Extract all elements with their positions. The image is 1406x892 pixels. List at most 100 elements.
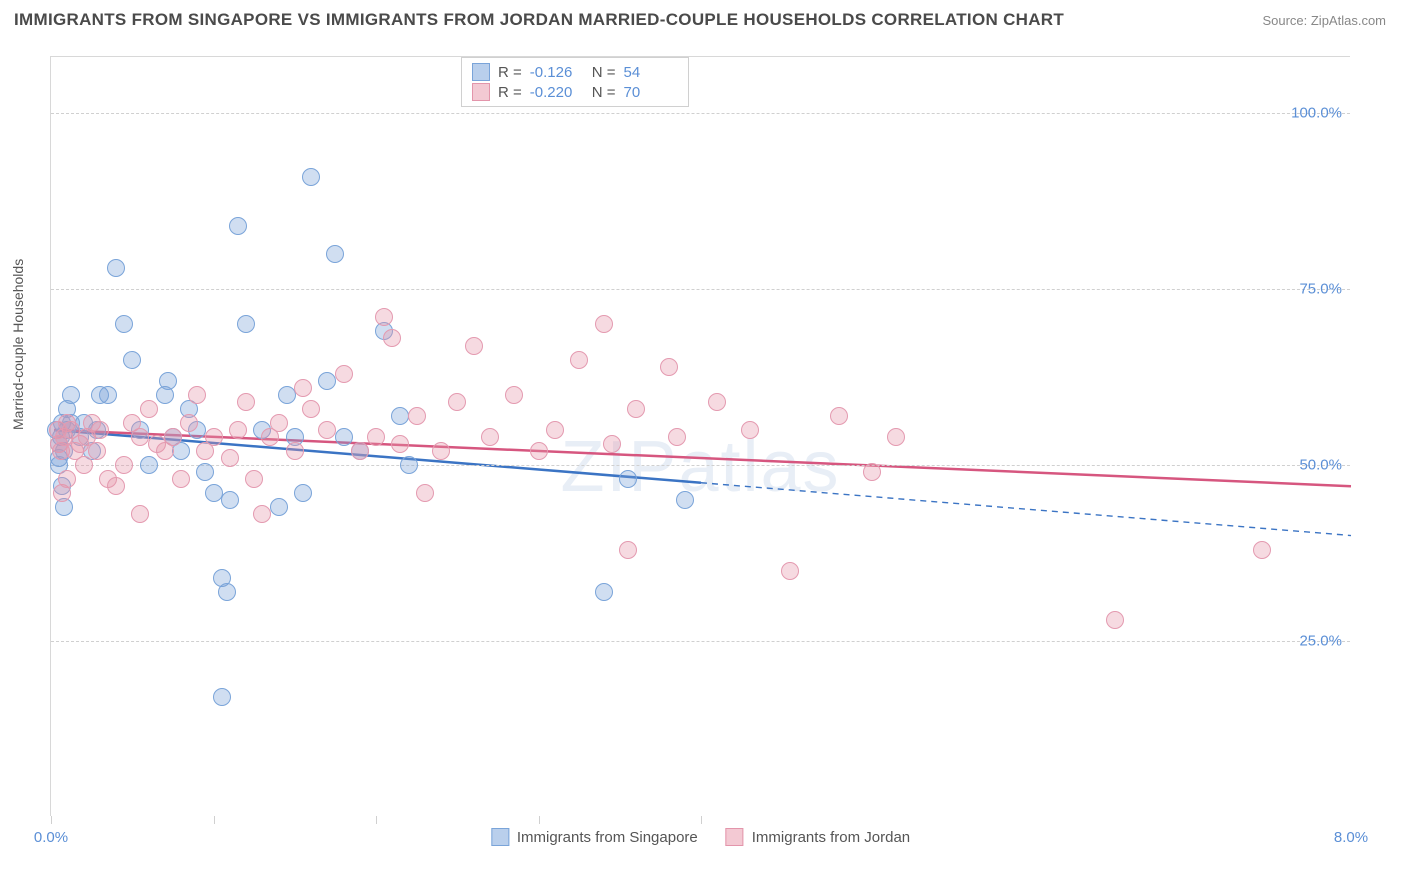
data-point	[164, 428, 182, 446]
data-point	[335, 428, 353, 446]
r-label: R =	[498, 84, 522, 101]
y-tick-label: 100.0%	[1291, 105, 1342, 122]
data-point	[107, 477, 125, 495]
data-point	[367, 428, 385, 446]
data-point	[294, 484, 312, 502]
data-point	[351, 442, 369, 460]
data-point	[131, 505, 149, 523]
data-point	[91, 421, 109, 439]
data-point	[530, 442, 548, 460]
data-point	[140, 456, 158, 474]
swatch-jordan	[472, 83, 490, 101]
swatch-jordan	[726, 828, 744, 846]
x-tick	[701, 816, 702, 824]
gridline	[51, 289, 1350, 290]
y-tick-label: 75.0%	[1299, 281, 1342, 298]
data-point	[400, 456, 418, 474]
data-point	[741, 421, 759, 439]
data-point	[237, 393, 255, 411]
data-point	[318, 421, 336, 439]
data-point	[221, 491, 239, 509]
chart-title: IMMIGRANTS FROM SINGAPORE VS IMMIGRANTS …	[14, 10, 1064, 30]
data-point	[335, 365, 353, 383]
n-value-jordan: 70	[624, 84, 678, 101]
x-tick-label: 8.0%	[1334, 829, 1368, 846]
data-point	[302, 168, 320, 186]
data-point	[619, 470, 637, 488]
x-tick-label: 0.0%	[34, 829, 68, 846]
data-point	[115, 456, 133, 474]
data-point	[286, 442, 304, 460]
data-point	[375, 308, 393, 326]
x-tick	[539, 816, 540, 824]
data-point	[432, 442, 450, 460]
chart-plot-area: ZIPatlas R = -0.126 N = 54 R = -0.220 N …	[50, 56, 1350, 816]
data-point	[887, 428, 905, 446]
data-point	[391, 435, 409, 453]
x-tick	[376, 816, 377, 824]
series-legend: Immigrants from Singapore Immigrants fro…	[491, 828, 910, 846]
r-label: R =	[498, 64, 522, 81]
data-point	[505, 386, 523, 404]
data-point	[123, 351, 141, 369]
y-tick-label: 25.0%	[1299, 633, 1342, 650]
y-tick-label: 50.0%	[1299, 457, 1342, 474]
data-point	[99, 386, 117, 404]
data-point	[383, 329, 401, 347]
data-point	[75, 456, 93, 474]
swatch-singapore	[491, 828, 509, 846]
n-label: N =	[592, 64, 616, 81]
data-point	[408, 407, 426, 425]
data-point	[229, 421, 247, 439]
data-point	[218, 583, 236, 601]
data-point	[570, 351, 588, 369]
x-tick	[51, 816, 52, 824]
data-point	[88, 442, 106, 460]
r-value-jordan: -0.220	[530, 84, 584, 101]
data-point	[221, 449, 239, 467]
data-point	[140, 400, 158, 418]
data-point	[180, 414, 198, 432]
source-attribution: Source: ZipAtlas.com	[1262, 13, 1386, 28]
n-value-singapore: 54	[624, 64, 678, 81]
data-point	[546, 421, 564, 439]
data-point	[781, 562, 799, 580]
data-point	[1106, 611, 1124, 629]
data-point	[595, 583, 613, 601]
data-point	[603, 435, 621, 453]
chart-svg	[51, 57, 1350, 816]
data-point	[708, 393, 726, 411]
data-point	[619, 541, 637, 559]
data-point	[115, 315, 133, 333]
x-tick	[214, 816, 215, 824]
data-point	[676, 491, 694, 509]
legend-label-jordan: Immigrants from Jordan	[752, 829, 910, 846]
data-point	[253, 505, 271, 523]
data-point	[172, 470, 190, 488]
data-point	[62, 386, 80, 404]
data-point	[294, 379, 312, 397]
data-point	[270, 498, 288, 516]
legend-item-jordan: Immigrants from Jordan	[726, 828, 910, 846]
legend-label-singapore: Immigrants from Singapore	[517, 829, 698, 846]
swatch-singapore	[472, 63, 490, 81]
data-point	[595, 315, 613, 333]
data-point	[416, 484, 434, 502]
data-point	[1253, 541, 1271, 559]
data-point	[302, 400, 320, 418]
data-point	[627, 400, 645, 418]
data-point	[270, 414, 288, 432]
data-point	[237, 315, 255, 333]
correlation-legend: R = -0.126 N = 54 R = -0.220 N = 70	[461, 57, 689, 107]
data-point	[213, 688, 231, 706]
data-point	[830, 407, 848, 425]
data-point	[159, 372, 177, 390]
data-point	[58, 470, 76, 488]
data-point	[481, 428, 499, 446]
data-point	[660, 358, 678, 376]
data-point	[205, 428, 223, 446]
data-point	[465, 337, 483, 355]
data-point	[107, 259, 125, 277]
gridline	[51, 641, 1350, 642]
data-point	[245, 470, 263, 488]
